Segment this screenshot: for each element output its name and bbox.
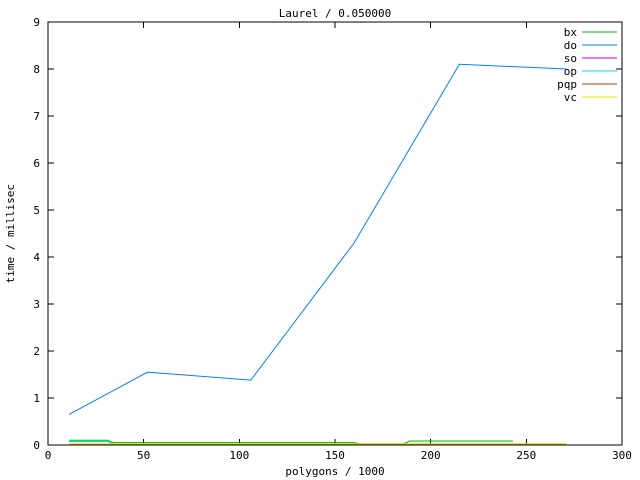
y-tick-label: 8 <box>33 63 40 76</box>
y-tick-label: 7 <box>33 110 40 123</box>
y-tick-label: 6 <box>33 157 40 170</box>
x-tick-label: 150 <box>325 449 345 462</box>
x-tick-label: 250 <box>516 449 536 462</box>
x-tick-label: 50 <box>137 449 150 462</box>
y-tick-label: 3 <box>33 298 40 311</box>
x-axis-label: polygons / 1000 <box>285 465 385 478</box>
y-tick-label: 4 <box>33 251 40 264</box>
legend-label-so: so <box>564 52 577 65</box>
chart-title: Laurel / 0.050000 <box>278 7 392 20</box>
y-tick-label: 5 <box>33 204 40 217</box>
series-line-bx <box>69 439 513 445</box>
x-tick-label: 300 <box>612 449 632 462</box>
legend-label-vc: vc <box>564 91 577 104</box>
legend-label-do: do <box>564 39 577 52</box>
x-tick-label: 100 <box>229 449 249 462</box>
x-tick-label: 0 <box>45 449 52 462</box>
legend-label-op: op <box>564 65 577 78</box>
x-tick-label: 200 <box>421 449 441 462</box>
series-line-do <box>68 63 567 415</box>
y-tick-label: 1 <box>33 392 40 405</box>
y-tick-label: 0 <box>33 439 40 452</box>
y-tick-label: 2 <box>33 345 40 358</box>
legend-label-pqp: pqp <box>557 78 577 91</box>
y-tick-label: 9 <box>33 16 40 29</box>
plot-border <box>47 21 623 446</box>
legend-label-bx: bx <box>564 26 578 39</box>
